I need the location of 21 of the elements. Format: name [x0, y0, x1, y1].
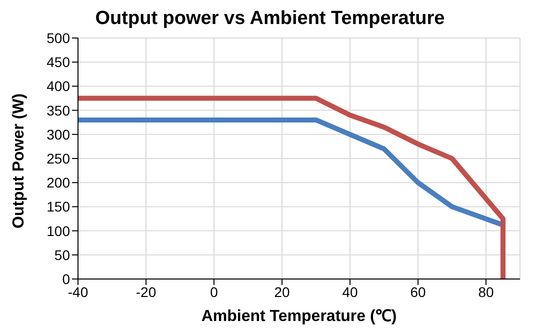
y-tick-label: 400	[46, 78, 70, 94]
x-tick-label: 80	[478, 284, 494, 300]
y-tick-label: 0	[62, 270, 70, 287]
x-tick-label: 20	[274, 284, 290, 300]
y-tick-label: 450	[46, 54, 70, 70]
x-tick-label: 60	[410, 284, 426, 300]
chart-title: Output power vs Ambient Temperature	[94, 8, 446, 30]
y-tick-label: 500	[46, 30, 70, 46]
y-axis-title: Output Power (W)	[10, 93, 28, 228]
y-tick-label: 50	[54, 246, 70, 263]
x-tick-label: 0	[210, 284, 218, 300]
x-tick-label: 40	[342, 284, 358, 300]
x-tick-label: -40	[68, 284, 88, 300]
y-tick-label: 350	[46, 102, 70, 118]
x-axis-title: Ambient Temperature (℃)	[201, 308, 397, 325]
x-tick-label: -20	[136, 284, 156, 300]
y-tick-label: 150	[46, 198, 70, 215]
y-tick-label: 300	[46, 126, 70, 142]
y-tick-label: 200	[46, 174, 70, 191]
y-tick-label: 250	[46, 150, 70, 166]
y-tick-label: 100	[46, 222, 70, 239]
